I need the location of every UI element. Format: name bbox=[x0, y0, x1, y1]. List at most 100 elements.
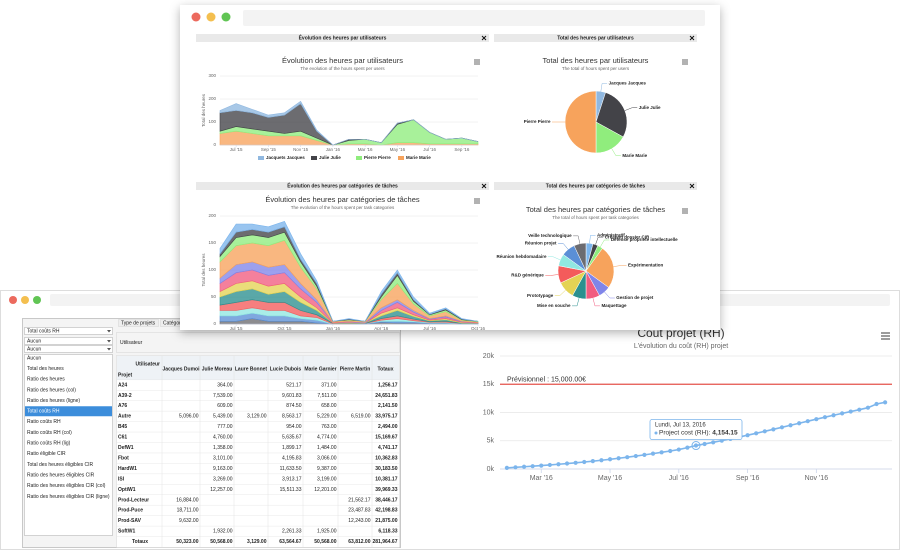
data-point[interactable] bbox=[771, 427, 776, 432]
listbox-option[interactable]: Total coûts RH bbox=[27, 409, 60, 415]
column-field[interactable]: Type de projets bbox=[121, 321, 156, 327]
legend-swatch bbox=[311, 156, 317, 160]
data-point[interactable] bbox=[831, 413, 836, 418]
data-point[interactable] bbox=[762, 429, 767, 434]
chart-menu[interactable] bbox=[881, 332, 890, 340]
column-field[interactable]: Catégorie bbox=[163, 321, 185, 327]
data-point[interactable] bbox=[711, 440, 716, 445]
listbox-option[interactable]: Ratio des heures éligibles CIR bbox=[27, 472, 95, 478]
data-point[interactable] bbox=[659, 450, 664, 455]
data-point[interactable] bbox=[693, 443, 699, 448]
listbox-option[interactable]: Ratio des heures éligibles CIR (col) bbox=[27, 483, 106, 489]
column-header: Totaux bbox=[377, 366, 393, 372]
data-point[interactable] bbox=[642, 452, 647, 457]
chart-menu[interactable] bbox=[474, 59, 480, 65]
data-point[interactable] bbox=[779, 425, 785, 430]
x-tick-label: Jul '16 bbox=[669, 475, 689, 482]
close-dot[interactable] bbox=[9, 296, 17, 304]
listbox-option[interactable]: Total des heures éligibles CIR bbox=[27, 462, 94, 468]
listbox-option[interactable]: Ratio coûts RH (lig) bbox=[27, 441, 71, 447]
legend-item[interactable]: Julie Julie bbox=[311, 155, 341, 160]
data-point[interactable] bbox=[840, 411, 845, 416]
chart-subtitle: The evolution of the hours spent per use… bbox=[300, 66, 385, 71]
data-point[interactable] bbox=[676, 447, 681, 452]
data-point[interactable] bbox=[513, 465, 518, 470]
dropdown[interactable]: Aucun bbox=[24, 337, 113, 345]
data-point[interactable] bbox=[805, 419, 810, 424]
data-point[interactable] bbox=[797, 421, 802, 426]
listbox-option[interactable]: Ratio éligible CIR bbox=[27, 451, 66, 457]
data-point[interactable] bbox=[625, 455, 630, 460]
data-point[interactable] bbox=[822, 415, 828, 420]
data-point[interactable] bbox=[668, 448, 673, 454]
label-connector bbox=[600, 83, 608, 92]
data-point[interactable] bbox=[883, 400, 888, 405]
dropdown-value: Total coûts RH bbox=[27, 329, 60, 335]
data-point[interactable] bbox=[865, 405, 871, 410]
row-field[interactable]: Utilisateur bbox=[120, 340, 143, 346]
data-point[interactable] bbox=[848, 409, 853, 414]
legend-item[interactable]: Pierre Pierre bbox=[356, 155, 391, 160]
listbox-option[interactable]: Ratio des heures bbox=[27, 377, 65, 383]
dropdown[interactable]: Total coûts RH bbox=[24, 327, 113, 335]
data-point[interactable] bbox=[582, 459, 587, 465]
data-point[interactable] bbox=[754, 431, 759, 436]
data-point[interactable] bbox=[857, 407, 862, 412]
legend-item[interactable]: Marie Marie bbox=[398, 155, 431, 160]
listbox-option[interactable]: Ratio des heures (ligne) bbox=[27, 398, 80, 404]
maximize-dot[interactable] bbox=[33, 296, 41, 304]
maximize-dot[interactable] bbox=[221, 12, 231, 22]
data-point[interactable] bbox=[633, 453, 638, 459]
chart-menu[interactable] bbox=[682, 208, 688, 214]
data-point[interactable] bbox=[564, 461, 570, 466]
data-point[interactable] bbox=[685, 445, 690, 450]
close-dot[interactable] bbox=[191, 12, 201, 22]
minimize-dot[interactable] bbox=[21, 296, 29, 304]
minimize-dot[interactable] bbox=[206, 12, 216, 22]
data-point[interactable] bbox=[616, 456, 621, 461]
table-cell: 3,066.00 bbox=[317, 455, 337, 461]
data-point[interactable] bbox=[745, 433, 750, 438]
listbox-option[interactable]: Ratio coûts RH bbox=[27, 419, 61, 425]
listbox-option[interactable]: Ratio coûts RH (col) bbox=[27, 430, 72, 436]
chart-menu[interactable] bbox=[682, 59, 688, 65]
listbox-option[interactable]: Aucun bbox=[27, 355, 41, 361]
data-point[interactable] bbox=[556, 462, 561, 467]
row-header: Totaux bbox=[132, 539, 148, 545]
data-point[interactable] bbox=[650, 451, 656, 456]
column-header: Laure Bonnet bbox=[235, 366, 268, 372]
data-point[interactable] bbox=[607, 457, 613, 462]
area-series bbox=[219, 100, 479, 146]
close-icon[interactable] bbox=[481, 35, 487, 41]
dropdown[interactable]: Aucun bbox=[24, 345, 113, 353]
legend-item[interactable]: Jacquets Jacques bbox=[258, 155, 305, 160]
slice-label: Défense propriété intellectuelle bbox=[611, 237, 678, 242]
close-icon[interactable] bbox=[481, 183, 487, 189]
data-point[interactable] bbox=[547, 462, 552, 468]
listbox-option[interactable]: Ratio des heures (col) bbox=[27, 387, 76, 393]
listbox-option[interactable]: Total des heures bbox=[27, 366, 64, 372]
data-point[interactable] bbox=[788, 423, 793, 428]
listbox-option[interactable]: Ratio des heures éligibles CIR (ligne) bbox=[27, 494, 110, 500]
data-point[interactable] bbox=[599, 458, 604, 463]
row-header: Autre bbox=[118, 414, 131, 420]
data-point[interactable] bbox=[590, 459, 595, 464]
data-point[interactable] bbox=[530, 464, 535, 469]
panel-header bbox=[494, 34, 697, 42]
data-point[interactable] bbox=[874, 401, 879, 407]
data-point[interactable] bbox=[702, 441, 707, 447]
close-icon[interactable] bbox=[689, 183, 695, 189]
data-point[interactable] bbox=[573, 460, 578, 465]
data-point[interactable] bbox=[504, 465, 509, 470]
data-point[interactable] bbox=[521, 464, 527, 469]
chart-menu[interactable] bbox=[474, 198, 480, 204]
slice-label: Administratif bbox=[597, 232, 625, 237]
field-chip[interactable] bbox=[118, 319, 159, 327]
table-cell: 63,812.00 bbox=[348, 539, 370, 545]
close-icon[interactable] bbox=[689, 35, 695, 41]
data-point[interactable] bbox=[814, 417, 819, 422]
address-bar[interactable] bbox=[243, 10, 705, 26]
data-point[interactable] bbox=[539, 463, 544, 468]
table-cell: 63,564.67 bbox=[279, 539, 301, 545]
panel-background bbox=[196, 34, 489, 178]
